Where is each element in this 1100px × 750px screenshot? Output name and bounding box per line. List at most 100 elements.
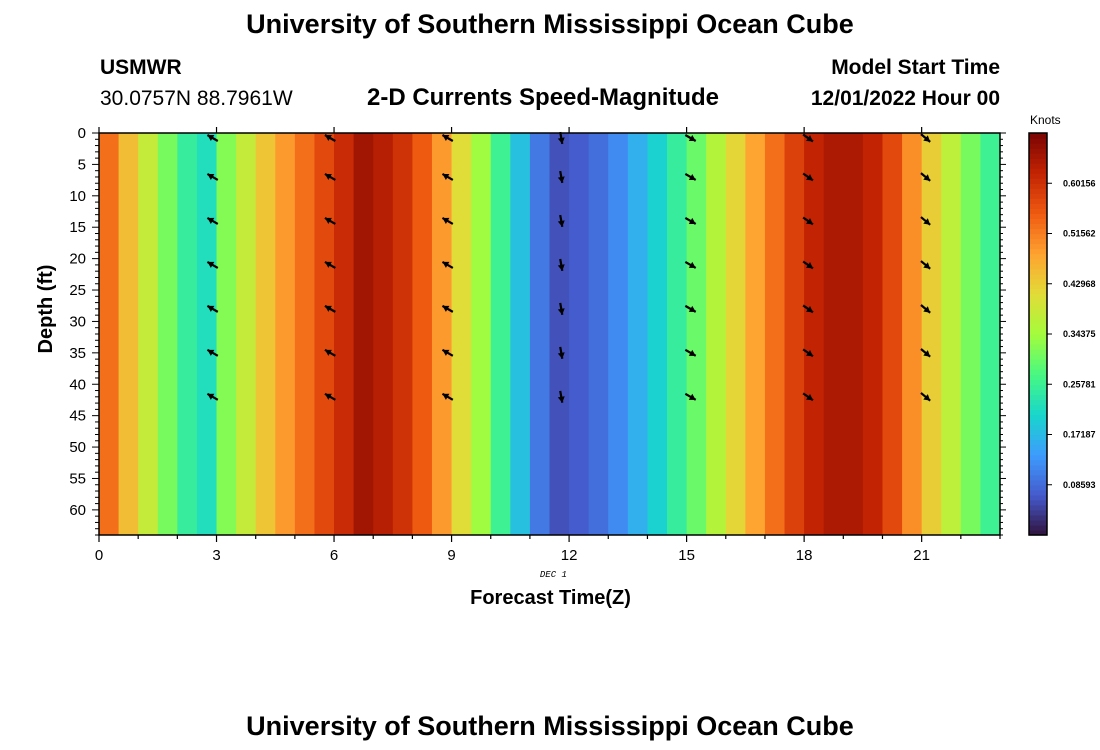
y-axis: 0 5 10 15 20 25 30 35 40 45 50 55 60 <box>69 125 1006 536</box>
colorbar-segment <box>1029 514 1047 521</box>
heat-cell <box>529 133 551 535</box>
current-arrow-head <box>923 262 931 269</box>
current-arrow-head <box>207 305 215 312</box>
colorbar-segment <box>1029 243 1047 250</box>
heat-cell <box>725 133 746 535</box>
colorbar-segment <box>1029 138 1047 144</box>
heat-cell <box>627 133 649 535</box>
current-arrow-head <box>442 134 450 142</box>
colorbar-segment <box>1029 379 1047 385</box>
heat-cell <box>745 133 766 535</box>
current-arrow-head <box>324 305 332 312</box>
current-arrow-head <box>557 308 565 315</box>
colorbar-segment <box>1029 253 1047 260</box>
colorbar-segment <box>1029 318 1047 325</box>
colorbar-segment <box>1029 198 1047 204</box>
colorbar-segment <box>1029 439 1047 446</box>
current-arrow-head <box>324 217 332 224</box>
plot-title: 2-D Currents Speed-Magnitude <box>367 84 720 111</box>
colorbar-segment <box>1029 394 1047 400</box>
colorbar-segment <box>1029 504 1047 511</box>
current-arrow-head <box>442 393 450 400</box>
current-arrow-head <box>442 217 450 224</box>
current-arrow-head <box>806 262 813 269</box>
colorbar-segment <box>1029 344 1047 350</box>
current-arrow-head <box>324 134 332 142</box>
current-arrow-head <box>557 264 565 271</box>
colorbar-segment <box>1029 399 1047 405</box>
y-axis-title: Depth (ft) <box>35 265 57 354</box>
colorbar-segment <box>1029 484 1047 491</box>
current-arrow-head <box>923 350 931 357</box>
colorbar-segment <box>1029 509 1047 516</box>
heat-cell <box>177 133 198 535</box>
current-arrow-head <box>557 220 565 227</box>
heat-cell <box>196 133 218 535</box>
heat-cell <box>882 133 903 535</box>
current-arrow-head <box>442 173 450 180</box>
colorbar-segment <box>1029 258 1047 265</box>
heat-cell <box>157 133 178 535</box>
colorbar-segment <box>1029 298 1047 305</box>
colorbar-segment <box>1029 328 1047 335</box>
colorbar-segment <box>1029 519 1047 526</box>
colorbar-segment <box>1029 233 1047 240</box>
colorbar-segment <box>1029 143 1047 149</box>
heat-cell <box>823 133 844 535</box>
heat-cell <box>510 133 531 535</box>
x-tick-label: 21 <box>913 547 930 564</box>
current-arrow-head <box>207 393 215 400</box>
colorbar-segment <box>1029 158 1047 164</box>
colorbar-segment <box>1029 374 1047 380</box>
heat-cell <box>314 133 335 535</box>
current-arrow-head <box>923 218 931 225</box>
current-arrow-head <box>442 349 450 356</box>
colorbar-segment <box>1029 288 1047 295</box>
model-start-label: Model Start Time <box>831 56 1000 79</box>
colorbar-segment <box>1029 499 1047 506</box>
colorbar-segment <box>1029 479 1047 486</box>
colorbar-segment <box>1029 349 1047 355</box>
colorbar-tick-label: 0.42968 <box>1063 279 1096 289</box>
colorbar-tick-label: 0.25781 <box>1063 379 1096 389</box>
y-tick-label: 10 <box>69 188 86 205</box>
x-tick-label: 3 <box>212 547 220 564</box>
colorbar-segment <box>1029 454 1047 461</box>
heat-cell <box>451 133 472 535</box>
current-arrow-head <box>557 352 565 359</box>
bottom-title: University of Southern Mississippi Ocean… <box>246 711 854 741</box>
colorbar-segment <box>1029 489 1047 496</box>
current-arrow-head <box>688 134 696 142</box>
colorbar-segment <box>1029 183 1047 189</box>
colorbar-segment <box>1029 474 1047 481</box>
heat-cell <box>608 133 629 535</box>
heat-cell <box>902 133 923 535</box>
heat-cell <box>667 133 688 535</box>
colorbar-segment <box>1029 529 1047 536</box>
colorbar-segment <box>1029 278 1047 285</box>
colorbar-segment <box>1029 133 1047 139</box>
heat-cell <box>216 133 237 535</box>
date-label: DEC 1 <box>540 570 567 580</box>
heat-cell <box>236 133 257 535</box>
colorbar-tick-label: 0.60156 <box>1063 178 1096 188</box>
colorbar-segment <box>1029 384 1047 390</box>
current-arrow-head <box>207 134 215 142</box>
heat-cell <box>392 133 413 535</box>
current-arrow-head <box>207 261 215 268</box>
colorbar-segment <box>1029 469 1047 476</box>
y-tick-label: 35 <box>69 345 86 362</box>
colorbar-segment <box>1029 283 1047 290</box>
current-arrow-head <box>806 218 813 225</box>
colorbar-segment <box>1029 203 1047 209</box>
colorbar-tick-label: 0.34375 <box>1063 329 1096 339</box>
x-axis-title: Forecast Time(Z) <box>470 587 631 609</box>
current-arrow-head <box>557 137 565 144</box>
top-title: University of Southern Mississippi Ocean… <box>246 9 854 39</box>
y-tick-label: 0 <box>78 125 86 142</box>
colorbar-segment <box>1029 464 1047 471</box>
x-tick-label: 6 <box>330 547 338 564</box>
colorbar-segment <box>1029 313 1047 320</box>
colorbar-segment <box>1029 359 1047 365</box>
heat-cell <box>686 133 707 535</box>
